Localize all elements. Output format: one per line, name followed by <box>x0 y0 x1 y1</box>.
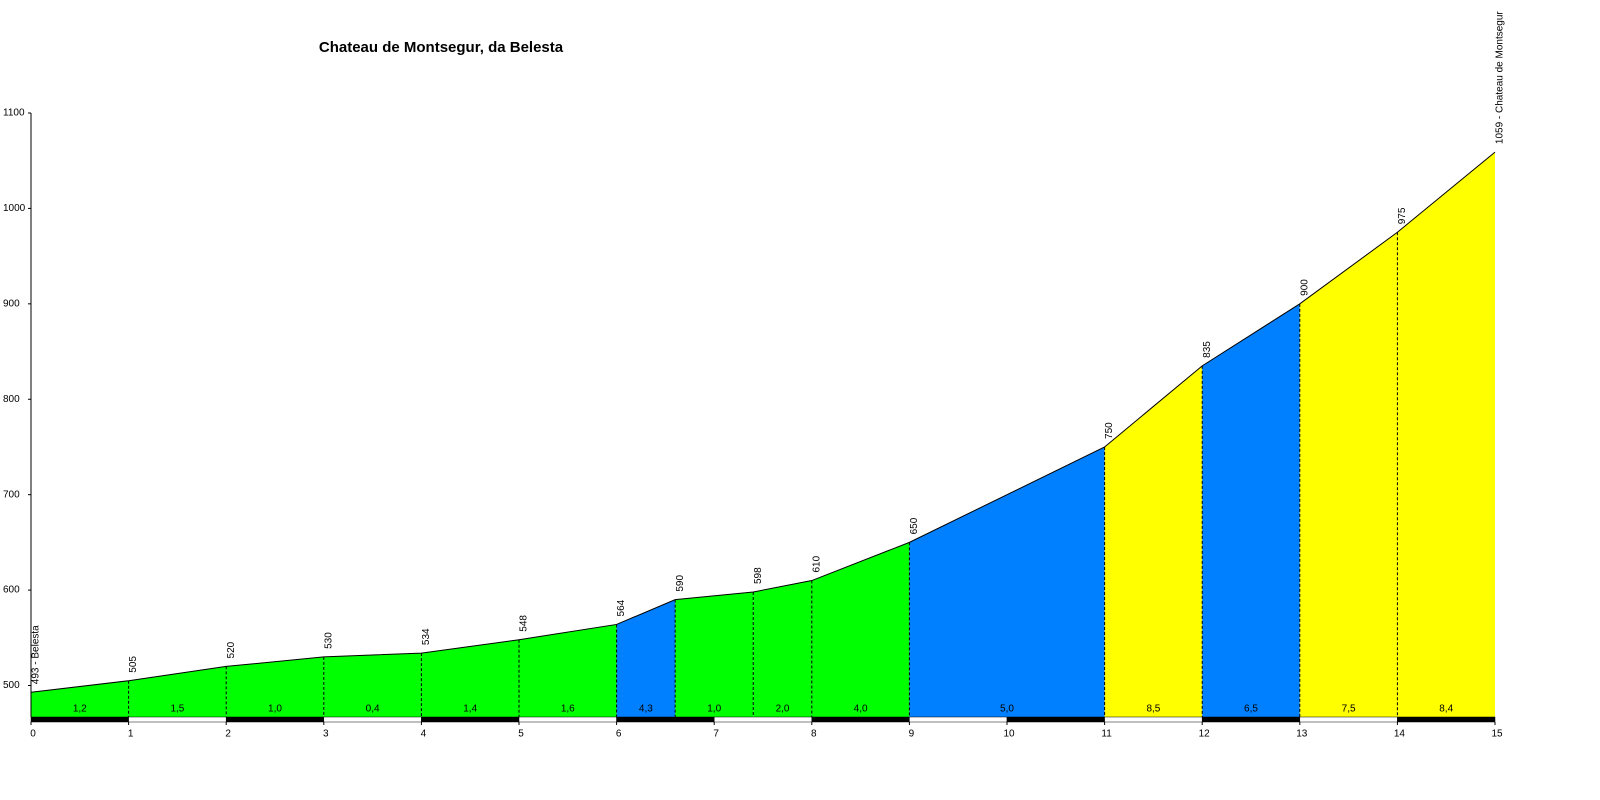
gradient-label: 8,5 <box>1146 704 1160 715</box>
y-tick-label: 500 <box>3 680 20 691</box>
point-label: 610 <box>811 555 822 572</box>
km-strip <box>128 716 227 723</box>
profile-line <box>30 151 1496 693</box>
gradient-label: 1,5 <box>170 704 184 715</box>
x-tick-label: 9 <box>909 729 915 740</box>
km-strip <box>1397 716 1496 723</box>
x-tick-label: 2 <box>225 729 231 740</box>
point-label: 835 <box>1202 341 1213 358</box>
y-tick-label: 900 <box>3 298 20 309</box>
segment-area <box>421 639 519 717</box>
x-tick-label: 4 <box>421 729 427 740</box>
gradient-label: 1,0 <box>707 704 721 715</box>
chart-title: Chateau de Montsegur, da Belesta <box>319 39 564 56</box>
segment-area <box>519 624 617 717</box>
x-tick-label: 8 <box>811 729 817 740</box>
x-tick-label: 10 <box>1003 729 1015 740</box>
x-tick-label: 15 <box>1491 729 1503 740</box>
gradient-label: 1,6 <box>561 704 575 715</box>
x-tick-label: 1 <box>128 729 134 740</box>
x-tick-label: 3 <box>323 729 329 740</box>
point-label: 598 <box>753 567 764 584</box>
km-strip <box>1104 716 1203 723</box>
x-tick-label: 6 <box>616 729 622 740</box>
y-tick-label: 600 <box>3 585 20 596</box>
km-strip <box>616 716 715 723</box>
segment-area <box>811 542 910 717</box>
point-label: 530 <box>323 632 334 649</box>
x-tick-label: 0 <box>30 729 36 740</box>
point-label: 900 <box>1299 279 1310 296</box>
segment-area <box>1397 152 1495 717</box>
segment-area <box>226 656 324 717</box>
km-strip <box>909 716 1008 723</box>
gradient-label: 6,5 <box>1244 704 1258 715</box>
point-label: 590 <box>675 575 686 592</box>
x-tick-label: 14 <box>1394 729 1406 740</box>
km-strip <box>30 716 129 723</box>
segment-area <box>753 580 812 717</box>
gradient-label: 1,2 <box>73 704 87 715</box>
km-strip <box>1006 716 1105 723</box>
x-tick-label: 11 <box>1101 729 1112 740</box>
gradient-label: 4,0 <box>854 704 868 715</box>
segment-area <box>323 653 422 717</box>
point-label: 1059 - Chateau de Montsegur <box>1495 11 1506 145</box>
km-strip <box>421 716 520 723</box>
y-tick-label: 700 <box>3 489 20 500</box>
point-label: 750 <box>1104 422 1115 439</box>
segment-area <box>909 446 1105 717</box>
gradient-label: 2,0 <box>776 704 790 715</box>
y-tick-label: 1000 <box>3 203 26 214</box>
gradient-label: 0,4 <box>366 704 380 715</box>
km-strip <box>1201 716 1301 723</box>
x-tick-label: 12 <box>1199 729 1211 740</box>
segment-area <box>128 666 227 717</box>
gradient-label: 7,5 <box>1342 704 1356 715</box>
gradient-label: 4,3 <box>639 704 653 715</box>
point-label: 505 <box>128 656 139 673</box>
point-label: 564 <box>616 599 627 616</box>
point-label: 534 <box>421 628 432 645</box>
x-tick-label: 13 <box>1296 729 1308 740</box>
km-strip <box>323 716 422 723</box>
point-label: 520 <box>226 641 237 658</box>
segment-area <box>1299 232 1398 717</box>
gradient-label: 1,4 <box>463 704 477 715</box>
segment-area <box>1202 303 1300 717</box>
point-label: 975 <box>1397 207 1408 224</box>
gradient-label: 8,4 <box>1439 704 1453 715</box>
segment-area <box>616 599 676 717</box>
segment-area <box>1104 365 1203 717</box>
km-strip <box>811 716 910 723</box>
gradient-label: 5,0 <box>1000 704 1014 715</box>
point-label: 493 - Belesta <box>31 625 42 684</box>
km-strip <box>1299 716 1398 723</box>
x-tick-label: 5 <box>518 729 524 740</box>
km-strip <box>518 716 617 723</box>
km-strip <box>225 716 325 723</box>
segment-area <box>675 592 754 717</box>
point-label: 650 <box>909 517 920 534</box>
y-tick-label: 1100 <box>3 108 25 119</box>
gradient-label: 1,0 <box>268 704 282 715</box>
point-label: 548 <box>519 615 530 632</box>
y-tick-label: 800 <box>3 394 20 405</box>
x-tick-label: 7 <box>713 729 719 740</box>
km-strip <box>713 716 813 723</box>
